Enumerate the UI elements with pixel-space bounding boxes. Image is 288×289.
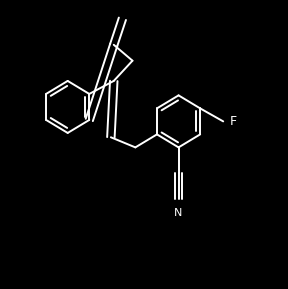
Text: F: F xyxy=(230,115,237,128)
Text: N: N xyxy=(174,208,183,218)
